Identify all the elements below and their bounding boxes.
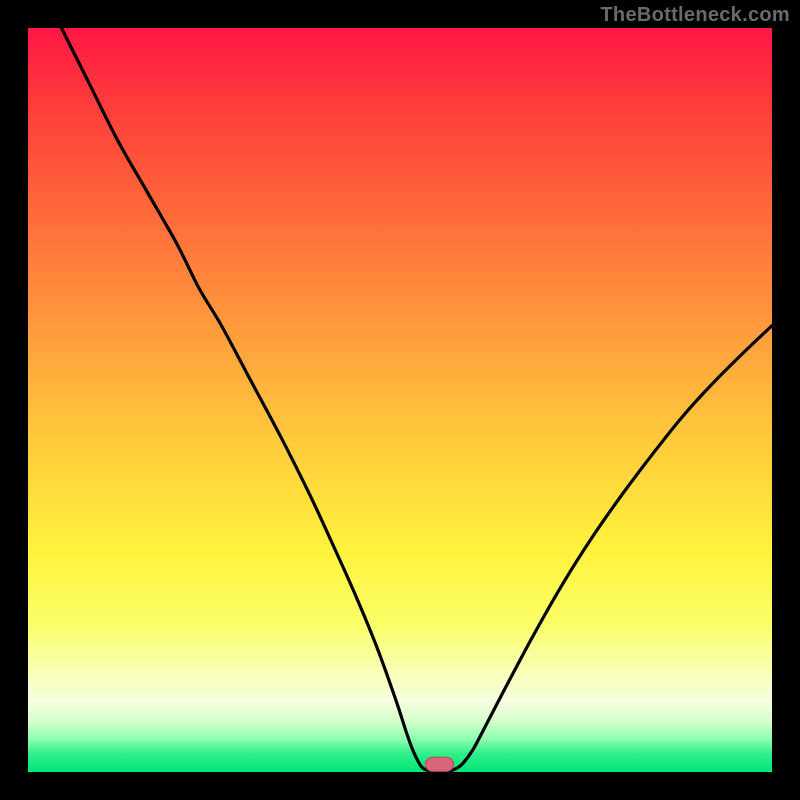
minimum-marker xyxy=(425,757,453,771)
watermark-text: TheBottleneck.com xyxy=(600,4,790,27)
bottleneck-chart xyxy=(0,0,800,800)
chart-background xyxy=(28,28,772,772)
